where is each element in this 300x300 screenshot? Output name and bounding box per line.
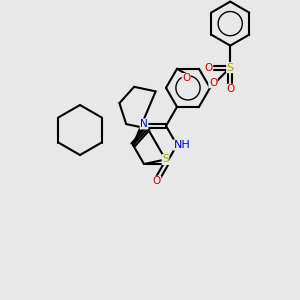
Text: NH: NH	[174, 140, 190, 150]
Text: O: O	[226, 84, 234, 94]
Text: S: S	[162, 154, 169, 164]
Text: O: O	[205, 63, 213, 73]
Text: N: N	[140, 119, 148, 129]
Text: O: O	[152, 176, 161, 186]
Text: O: O	[209, 78, 217, 88]
Text: S: S	[227, 63, 234, 73]
Text: O: O	[182, 74, 190, 83]
